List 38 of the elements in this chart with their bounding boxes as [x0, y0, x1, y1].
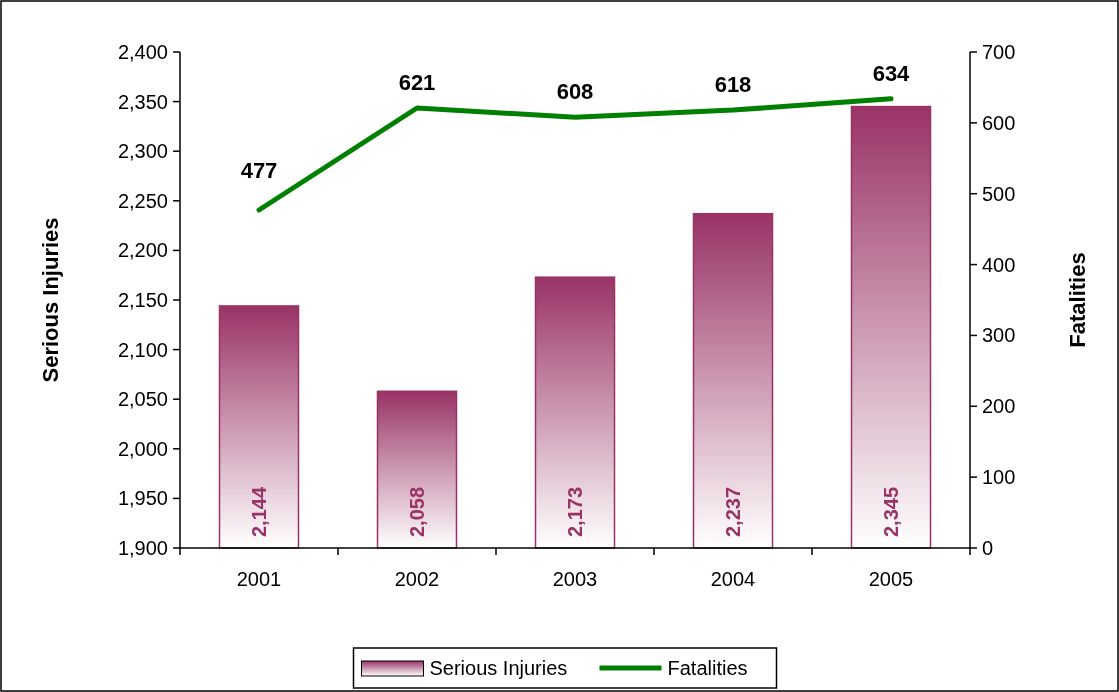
data-label: 618 — [714, 72, 752, 98]
y2-tick-label: 400 — [982, 253, 1016, 276]
y-axis-title: Serious Injuries — [38, 217, 63, 383]
y-tick-label: 2,200 — [117, 239, 168, 262]
data-label: 621 — [398, 69, 436, 95]
data-label: 2,237 — [722, 486, 744, 538]
y-tick-label: 2,400 — [117, 41, 168, 63]
x-tick-label: 2001 — [236, 568, 282, 590]
data-label: 608 — [556, 79, 594, 105]
y-tick-label: 1,900 — [117, 537, 168, 559]
y2-tick-label: 100 — [982, 466, 1016, 489]
y2-tick-label: 500 — [982, 182, 1016, 205]
y-tick-label: 2,350 — [117, 90, 168, 113]
y-tick-label: 2,050 — [117, 388, 168, 411]
data-label: 2,058 — [406, 486, 428, 538]
y2-tick-label: 700 — [982, 41, 1016, 63]
data-label: 2,144 — [248, 486, 270, 538]
y2-tick-label: 200 — [982, 395, 1016, 418]
y-tick-label: 2,250 — [117, 189, 168, 212]
x-tick-label: 2003 — [552, 568, 598, 590]
legend-label: Fatalities — [667, 657, 748, 679]
y2-tick-label: 300 — [982, 324, 1016, 347]
y-tick-label: 2,000 — [117, 437, 168, 460]
y2-tick-label: 600 — [982, 111, 1016, 134]
y-tick-label: 2,100 — [117, 338, 168, 361]
y-tick-label: 2,300 — [117, 140, 168, 163]
x-tick-label: 2002 — [394, 568, 440, 590]
y2-axis-title: Fatalities — [1065, 252, 1090, 348]
y-tick-label: 1,950 — [117, 487, 168, 510]
data-label: 2,345 — [880, 486, 902, 538]
data-label: 2,173 — [564, 486, 586, 538]
data-label: 477 — [240, 158, 278, 184]
data-label: 634 — [872, 60, 911, 86]
y2-tick-label: 0 — [982, 537, 994, 559]
legend-label: Serious Injuries — [429, 657, 568, 679]
x-tick-label: 2004 — [710, 568, 756, 590]
y-tick-label: 2,150 — [117, 289, 168, 311]
x-tick-label: 2005 — [868, 568, 914, 590]
